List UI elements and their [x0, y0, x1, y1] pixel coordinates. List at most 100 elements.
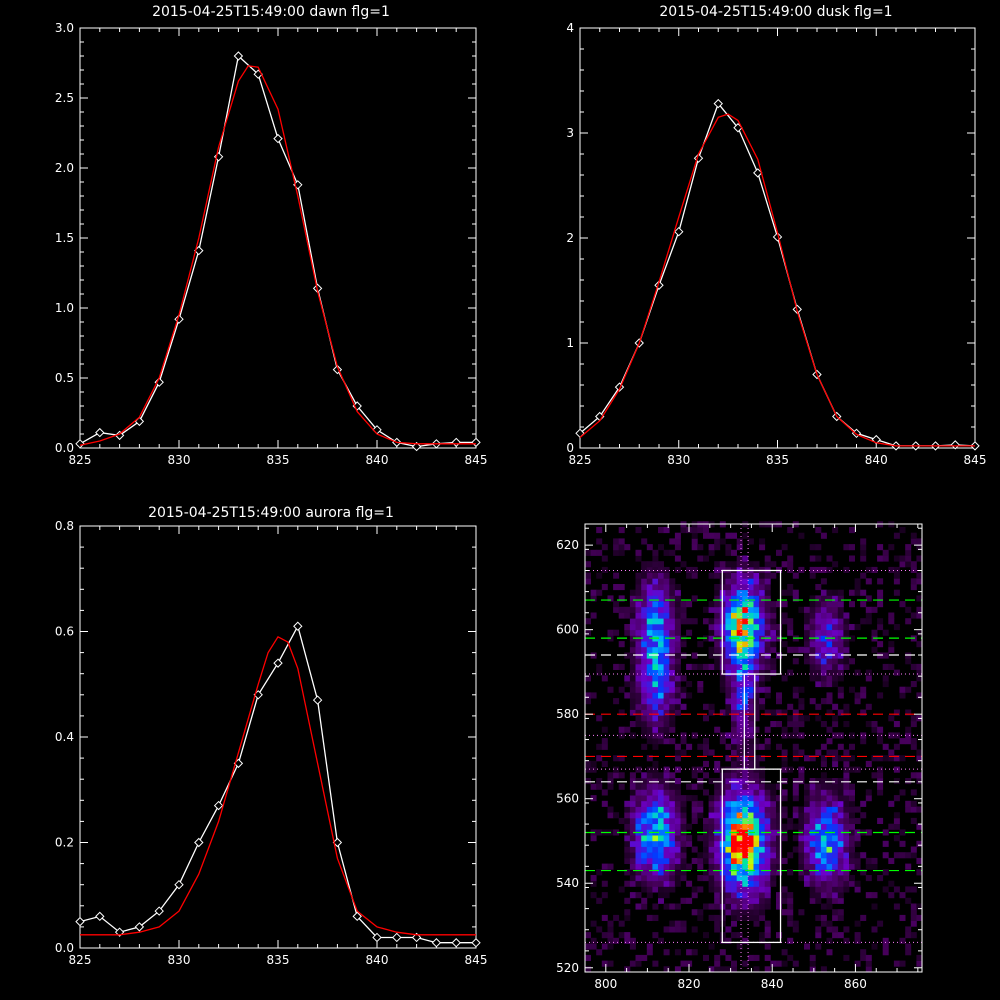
heatmap-cell	[624, 846, 631, 853]
heatmap-cell	[596, 669, 603, 676]
heatmap-cell	[674, 709, 681, 716]
heatmap-cell	[910, 806, 917, 813]
heatmap-cell	[607, 595, 614, 602]
heatmap-cell	[843, 778, 850, 785]
heatmap-cell	[658, 589, 664, 596]
heatmap-cell	[770, 601, 777, 608]
heatmap-cell	[747, 675, 754, 682]
heatmap-cell	[877, 766, 884, 773]
heatmap-cell	[725, 800, 732, 807]
heatmap-cell	[849, 635, 855, 642]
heatmap-cell	[753, 903, 760, 910]
heatmap-cell	[798, 766, 805, 773]
heatmap-cell	[860, 914, 867, 921]
heatmap-cell	[770, 840, 777, 847]
heatmap-cell	[663, 852, 670, 859]
heatmap-cell	[815, 892, 822, 899]
heatmap-cell	[731, 743, 737, 750]
heatmap-cell	[865, 618, 872, 625]
heatmap-cell	[832, 778, 839, 785]
heatmap-cell	[624, 829, 631, 836]
heatmap-cell	[691, 595, 698, 602]
heatmap-cell	[792, 795, 799, 802]
panel-dawn-xtick-label: 835	[267, 453, 290, 467]
heatmap-cell	[652, 886, 659, 893]
heatmap-cell	[658, 835, 664, 842]
heatmap-cell	[703, 846, 709, 853]
heatmap-cell	[815, 778, 822, 785]
heatmap-cell	[865, 675, 872, 682]
heatmap-cell	[658, 812, 664, 819]
heatmap-cell	[764, 903, 771, 910]
heatmap-cell	[629, 612, 636, 619]
heatmap-cell	[776, 932, 782, 939]
heatmap-cell	[905, 658, 912, 665]
heatmap-cell	[652, 800, 659, 807]
heatmap-cell	[736, 943, 743, 950]
heatmap-cell	[731, 886, 737, 893]
heatmap-cell	[798, 715, 805, 722]
heatmap-cell	[736, 572, 743, 579]
heatmap-cell	[646, 806, 653, 813]
heatmap-cell	[669, 880, 676, 887]
heatmap-cell	[860, 572, 867, 579]
heatmap-cell	[652, 783, 659, 790]
heatmap-cell	[601, 892, 608, 899]
heatmap-cell	[658, 624, 664, 631]
heatmap-cell	[860, 601, 867, 608]
heatmap-cell	[635, 806, 642, 813]
heatmap-cell	[787, 527, 794, 534]
heatmap-cell	[843, 852, 850, 859]
heatmap-cell	[708, 629, 715, 636]
heatmap-cell	[832, 852, 839, 859]
heatmap-cell	[826, 669, 833, 676]
heatmap-cell	[776, 892, 782, 899]
heatmap-cell	[669, 669, 676, 676]
heatmap-cell	[888, 641, 895, 648]
heatmap-cell	[798, 817, 805, 824]
heatmap-cell	[686, 692, 693, 699]
heatmap-cell	[815, 869, 822, 876]
heatmap-cell	[674, 755, 681, 762]
heatmap-cell	[669, 663, 676, 670]
heatmap-cell	[832, 721, 839, 728]
heatmap-cell	[826, 663, 833, 670]
heatmap-cell	[843, 629, 850, 636]
heatmap-cell	[826, 589, 833, 596]
heatmap-cell	[759, 835, 766, 842]
heatmap-cell	[742, 772, 749, 779]
heatmap-cell	[697, 663, 704, 670]
heatmap-cell	[905, 606, 912, 613]
heatmap-cell	[837, 606, 844, 613]
heatmap-cell	[815, 703, 822, 710]
heatmap-cell	[658, 875, 664, 882]
heatmap-cell	[843, 886, 850, 893]
heatmap-cell	[815, 806, 822, 813]
heatmap-cell	[910, 817, 917, 824]
heatmap-cell	[624, 812, 631, 819]
heatmap-cell	[826, 778, 833, 785]
heatmap-cell	[607, 778, 614, 785]
heatmap-cell	[843, 835, 850, 842]
heatmap-cell	[703, 789, 709, 796]
heatmap-cell	[742, 721, 749, 728]
heatmap-cell	[736, 835, 743, 842]
heatmap-cell	[669, 886, 676, 893]
heatmap-cell	[725, 658, 732, 665]
heatmap-cell	[804, 823, 810, 830]
heatmap-cell	[624, 692, 631, 699]
heatmap-cell	[607, 806, 614, 813]
heatmap-cell	[747, 646, 754, 653]
heatmap-cell	[725, 897, 732, 904]
heatmap-cell	[742, 914, 749, 921]
heatmap-cell	[747, 755, 754, 762]
heatmap-cell	[787, 555, 794, 562]
heatmap-cell	[585, 778, 591, 785]
heatmap-cell	[652, 692, 659, 699]
heatmap-cell	[646, 675, 653, 682]
heatmap-cell	[854, 880, 861, 887]
heatmap-cell	[759, 629, 766, 636]
heatmap-cell	[725, 880, 732, 887]
heatmap-cell	[703, 857, 709, 864]
heatmap-cell	[747, 800, 754, 807]
